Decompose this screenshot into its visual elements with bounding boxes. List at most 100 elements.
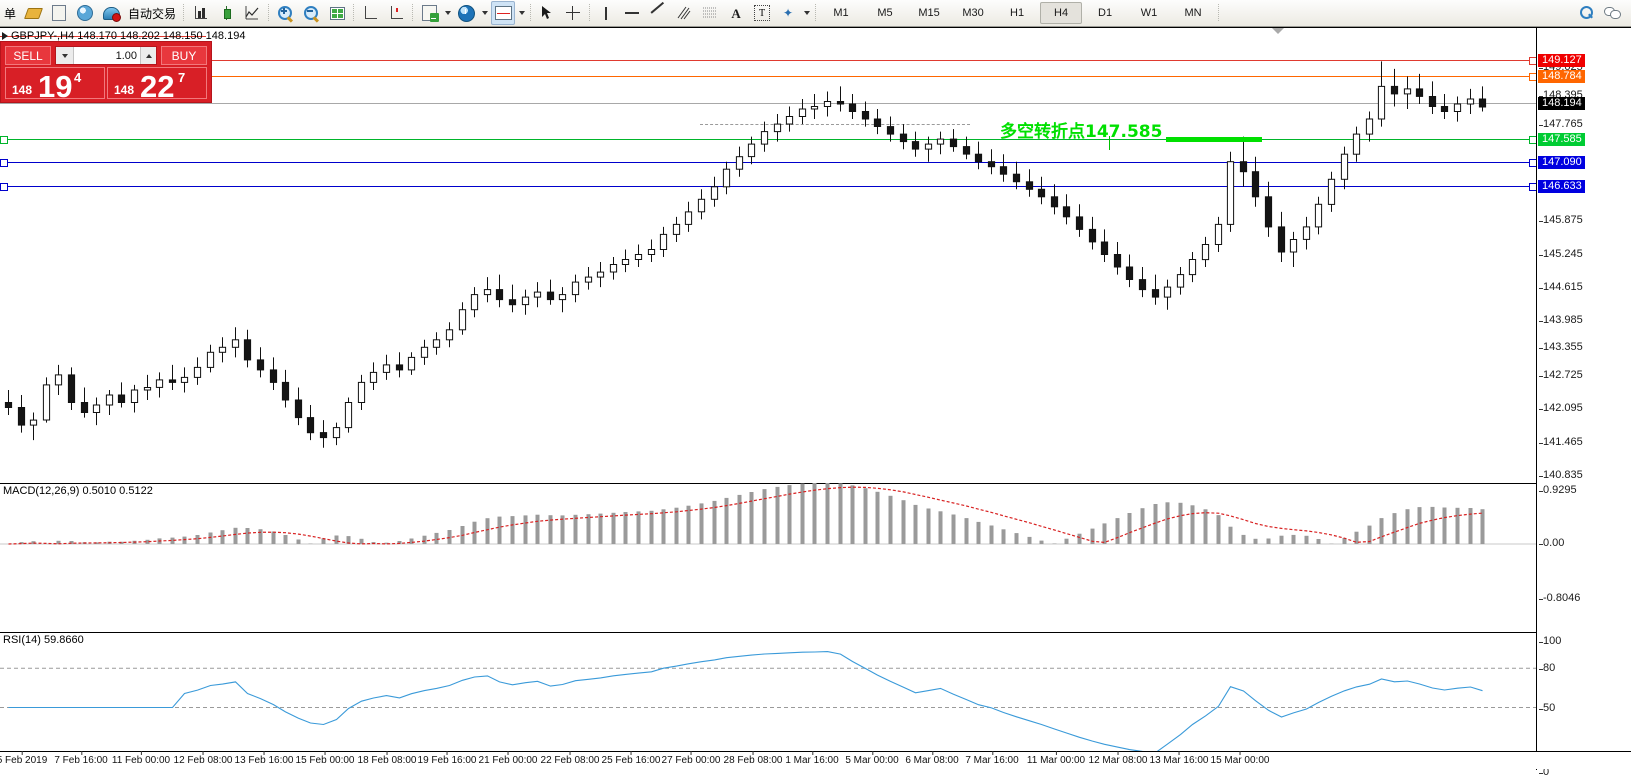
bar-chart-icon[interactable] xyxy=(188,1,212,25)
fibonacci-icon[interactable] xyxy=(698,1,722,25)
buy-price-display[interactable]: 148 22 7 xyxy=(107,67,207,102)
volume-dropdown-button[interactable] xyxy=(56,47,74,64)
price-scale[interactable]: 149.025148.395147.765146.505145.875145.2… xyxy=(1536,28,1631,778)
time-tick: 27 Feb 00:00 xyxy=(661,751,721,766)
toolbar-separator xyxy=(527,3,534,23)
timeframe-d1[interactable]: D1 xyxy=(1098,7,1113,19)
text-box-icon[interactable]: T xyxy=(750,1,774,25)
period-dropdown-caret[interactable] xyxy=(479,2,490,24)
trendline-icon[interactable] xyxy=(646,1,670,25)
timeframe-m1[interactable]: M1 xyxy=(833,7,849,19)
gold-bar-icon[interactable] xyxy=(21,1,45,25)
time-tick: 13 Feb 16:00 xyxy=(234,751,294,766)
macd-pane-label: MACD(12,26,9) 0.5010 0.5122 xyxy=(3,485,153,497)
crosshair-icon[interactable] xyxy=(561,1,585,25)
terminal-icon[interactable] xyxy=(47,1,71,25)
line-chart-icon[interactable] xyxy=(240,1,264,25)
new-chart-icon[interactable] xyxy=(417,1,441,25)
sell-button[interactable]: SELL xyxy=(5,46,51,65)
price-line-handle-146633-left[interactable] xyxy=(0,183,8,191)
price-label-147090[interactable]: 147.090 xyxy=(1538,156,1585,169)
auto-scroll-icon[interactable] xyxy=(358,1,382,25)
chart-collapse-arrow-icon[interactable] xyxy=(1272,28,1284,34)
zoom-in-icon[interactable] xyxy=(273,1,297,25)
price-label-148784[interactable]: 148.784 xyxy=(1538,70,1585,83)
price-tick: 145.875 xyxy=(1539,214,1583,226)
time-tick: 18 Feb 08:00 xyxy=(357,751,417,766)
objects-icon[interactable]: ✦ xyxy=(783,6,794,20)
price-label-146633[interactable]: 146.633 xyxy=(1538,180,1585,193)
price-tick: 142.095 xyxy=(1539,402,1583,414)
period-clock-icon[interactable] xyxy=(454,1,478,25)
candlestick-chart-icon[interactable] xyxy=(214,1,238,25)
chart-shift-icon[interactable] xyxy=(384,1,408,25)
chart-title-marker-icon xyxy=(2,32,8,41)
price-tick: 144.615 xyxy=(1539,281,1583,293)
buy-price-small: 148 xyxy=(114,83,135,97)
objects-dropdown-caret[interactable] xyxy=(801,2,812,24)
toolbar-separator xyxy=(409,3,416,23)
indicators-icon[interactable] xyxy=(491,1,516,25)
toolbar-separator xyxy=(586,3,593,23)
timeframe-m15[interactable]: M15 xyxy=(918,7,940,19)
price-tick: 145.245 xyxy=(1539,248,1583,260)
macd-scale-tick: 0.9295 xyxy=(1539,484,1577,496)
one-click-trading-panel[interactable]: SELL 1.00 BUY 148 19 4 xyxy=(0,41,212,103)
sell-price-small: 148 xyxy=(12,83,33,97)
buy-button[interactable]: BUY xyxy=(161,46,207,65)
new-order-label[interactable]: 单 xyxy=(4,6,17,21)
vertical-line-icon[interactable] xyxy=(594,1,618,25)
time-tick: 13 Mar 16:00 xyxy=(1149,751,1209,766)
price-line-handle-147090-left[interactable] xyxy=(0,159,8,167)
macd-scale-tick: 0.00 xyxy=(1538,537,1565,549)
time-tick: 12 Mar 08:00 xyxy=(1088,751,1148,766)
volume-stepper-up[interactable] xyxy=(140,47,156,64)
volume-input[interactable]: 1.00 xyxy=(115,49,137,62)
buy-price-sup: 7 xyxy=(178,70,186,85)
indicators-dropdown-caret[interactable] xyxy=(516,2,527,24)
timeframe-mn[interactable]: MN xyxy=(1184,7,1202,19)
timeframe-w1[interactable]: W1 xyxy=(1140,7,1158,19)
timeframe-h1[interactable]: H1 xyxy=(1010,7,1025,19)
time-tick: 1 Mar 16:00 xyxy=(785,751,839,766)
price-line-147090 xyxy=(0,162,1536,163)
chart-title-strike-line xyxy=(0,36,206,37)
market-watch-icon[interactable] xyxy=(73,1,97,25)
time-tick: 12 Feb 08:00 xyxy=(173,751,233,766)
grid-icon[interactable] xyxy=(325,1,349,25)
price-line-147585 xyxy=(0,139,1536,140)
chat-icon[interactable] xyxy=(1600,1,1624,25)
price-line-handle-147585-left[interactable] xyxy=(0,136,8,144)
time-tick: 11 Feb 00:00 xyxy=(111,751,171,766)
auto-trading-label[interactable]: 自动交易 xyxy=(128,6,177,21)
time-tick: 19 Feb 16:00 xyxy=(417,751,477,766)
sell-price-display[interactable]: 148 19 4 xyxy=(5,67,105,102)
rsi-scale-tick: 50 xyxy=(1538,702,1556,714)
time-axis[interactable]: 5 Feb 2019 7 Feb 16:00 11 Feb 00:00 12 Feb … xyxy=(0,751,1631,769)
price-label-148194-current[interactable]: 148.194 xyxy=(1538,97,1585,110)
macd-pane-divider xyxy=(0,483,1631,484)
turning-point-annotation: 多空转折点147.585 xyxy=(1000,122,1163,142)
turning-point-annotation-stem xyxy=(1109,136,1110,150)
cursor-icon[interactable] xyxy=(535,1,559,25)
search-icon[interactable] xyxy=(1574,1,1598,25)
auto-trading-icon[interactable] xyxy=(99,1,123,25)
equidistant-channel-icon[interactable] xyxy=(672,1,696,25)
price-tick: 142.725 xyxy=(1539,369,1583,381)
timeframe-m5[interactable]: M5 xyxy=(877,7,893,19)
price-label-149127[interactable]: 149.127 xyxy=(1538,54,1585,67)
zoom-out-icon[interactable] xyxy=(299,1,323,25)
new-chart-dropdown-caret[interactable] xyxy=(442,2,453,24)
timeframe-h4[interactable]: H4 xyxy=(1040,2,1083,24)
consolidation-top-line xyxy=(700,124,970,125)
sell-price-sup: 4 xyxy=(74,70,82,85)
rsi-pane-label: RSI(14) 59.8660 xyxy=(3,634,84,646)
time-tick: 25 Feb 16:00 xyxy=(601,751,661,766)
text-label-icon[interactable]: A xyxy=(731,5,741,21)
chart-window[interactable]: GBPJPY-,H4 148.170 148.202 148.150 148.1… xyxy=(0,27,1631,778)
timeframe-m30[interactable]: M30 xyxy=(962,7,984,19)
price-label-147585[interactable]: 147.585 xyxy=(1538,133,1585,146)
toolbar-separator xyxy=(180,3,187,23)
time-tick: 28 Feb 08:00 xyxy=(723,751,783,766)
horizontal-line-icon[interactable] xyxy=(620,1,644,25)
